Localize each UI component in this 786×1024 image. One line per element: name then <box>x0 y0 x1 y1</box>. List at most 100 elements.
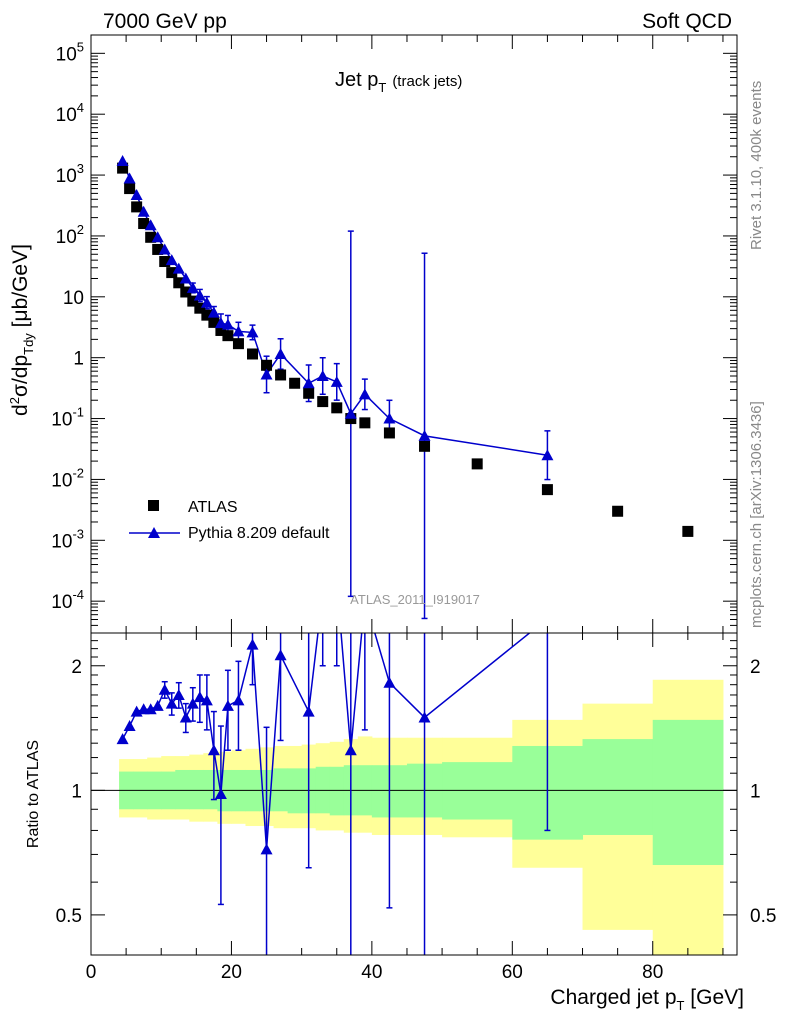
pythia-ratio-point <box>193 691 206 703</box>
atlas-point <box>187 295 199 307</box>
pythia-ratio-point <box>207 744 220 756</box>
ratio-plot: 0 20 40 60 80 0.5 0.5 1 1 2 2 <box>56 35 776 983</box>
pythia-point <box>330 375 343 387</box>
atlas-point <box>159 256 171 268</box>
y-tick-label: 10-3 <box>51 526 84 552</box>
atlas-point <box>138 218 150 230</box>
header-right: Soft QCD <box>642 10 732 33</box>
pythia-ratio-point <box>179 711 192 723</box>
y-tick-label: 102 <box>56 222 84 248</box>
atlas-point <box>541 484 553 496</box>
pythia-point <box>144 219 157 231</box>
pythia-point <box>302 377 315 389</box>
pythia-ratio-point <box>260 843 273 855</box>
atlas-point <box>331 402 343 414</box>
pythia-ratio-point <box>116 733 129 745</box>
pythia-point <box>214 317 227 329</box>
pythia-point <box>232 325 245 337</box>
x-tick-label: 80 <box>642 962 663 983</box>
atlas-point <box>152 243 164 255</box>
atlas-point <box>275 369 287 381</box>
legend-pythia-marker <box>148 527 160 538</box>
pythia-point <box>274 347 287 359</box>
pythia-point <box>130 189 143 201</box>
pythia-ratio-point <box>302 705 315 717</box>
pythia-point <box>221 318 234 330</box>
ratio-frame <box>90 632 738 956</box>
atlas-point <box>317 396 329 408</box>
pythia-point <box>158 243 171 255</box>
legend: ATLAS Pythia 8.209 default <box>129 499 330 542</box>
ratio-y-label: Ratio to ATLAS <box>25 740 42 848</box>
ratio-band-inner <box>189 769 204 810</box>
atlas-point <box>215 324 227 336</box>
pythia-ratio-point <box>274 649 287 661</box>
ratio-tick-label-right: 0.5 <box>750 906 776 927</box>
pythia-point <box>383 412 396 424</box>
pythia-ratio-point <box>214 787 227 799</box>
atlas-point <box>201 309 213 321</box>
x-axis-label: Charged jet pT [GeV] <box>550 986 744 1013</box>
header-left: 7000 GeV pp <box>103 10 227 33</box>
atlas-point <box>383 427 395 439</box>
pythia-point <box>200 296 213 308</box>
atlas-point <box>208 316 220 328</box>
analysis-label: ATLAS_2011_I919017 <box>350 592 480 607</box>
pythia-point <box>541 449 554 461</box>
pythia-point <box>418 429 431 441</box>
atlas-point <box>194 302 206 314</box>
pythia-point <box>116 155 129 167</box>
ratio-tick-label-left: 1 <box>71 781 82 802</box>
atlas-point <box>232 338 244 350</box>
x-tick-label: 0 <box>86 962 97 983</box>
atlas-point <box>124 183 136 195</box>
pythia-ratio-point <box>158 683 171 695</box>
atlas-point <box>173 277 185 289</box>
side-label-mcplots: mcplots.cern.ch [arXiv:1306.3436] <box>748 401 765 628</box>
ratio-band-inner <box>582 739 654 835</box>
ratio-tick-label-left: 0.5 <box>56 906 82 927</box>
pythia-point <box>260 368 273 380</box>
legend-pythia-label: Pythia 8.209 default <box>188 525 330 542</box>
pythia-ratio-point <box>232 694 245 706</box>
pythia-ratio-point <box>200 694 213 706</box>
pythia-ratio-point <box>383 676 396 688</box>
y-tick-label: 1 <box>73 349 84 370</box>
pythia-ratio-point <box>186 697 199 709</box>
ratio-band-inner <box>652 719 724 866</box>
pythia-ratio-point <box>221 699 234 711</box>
pythia-point <box>123 172 136 184</box>
atlas-point <box>359 417 371 429</box>
y-axis-label: d2σ/dpTdy [μb/GeV] <box>7 244 36 416</box>
ratio-band-inner <box>175 769 190 810</box>
pythia-point <box>151 231 164 243</box>
pythia-point <box>344 407 357 419</box>
atlas-point <box>612 505 624 517</box>
pythia-ratio-point <box>246 638 259 650</box>
x-tick-label: 20 <box>221 962 242 983</box>
pythia-ratio-point <box>418 711 431 723</box>
atlas-point <box>145 231 157 243</box>
ratio-tick-label-right: 2 <box>750 657 761 678</box>
atlas-point <box>303 387 315 399</box>
ratio-band-inner <box>329 766 345 816</box>
x-tick-label: 60 <box>502 962 523 983</box>
y-tick-label: 10 <box>63 288 84 309</box>
atlas-point <box>247 348 258 360</box>
atlas-point <box>261 359 273 371</box>
pythia-point <box>172 262 185 274</box>
pythia-ratio-point <box>144 703 157 715</box>
main-plot: 10-4 10-3 10-2 10-1 1 10 102 103 104 105 <box>51 34 737 634</box>
y-tick-label: 103 <box>56 161 84 187</box>
pythia-point <box>186 281 199 293</box>
y-tick-label: 10-1 <box>51 405 84 431</box>
pythia-point <box>207 306 220 318</box>
pythia-ratio-point <box>123 720 136 732</box>
atlas-point <box>471 458 483 470</box>
ratio-band-inner <box>203 769 218 810</box>
y-tick-label: 10-4 <box>51 587 84 613</box>
atlas-point <box>117 162 129 174</box>
side-label-rivet: Rivet 3.1.10, 400k events <box>748 81 765 250</box>
pythia-ratio-point <box>344 744 357 756</box>
